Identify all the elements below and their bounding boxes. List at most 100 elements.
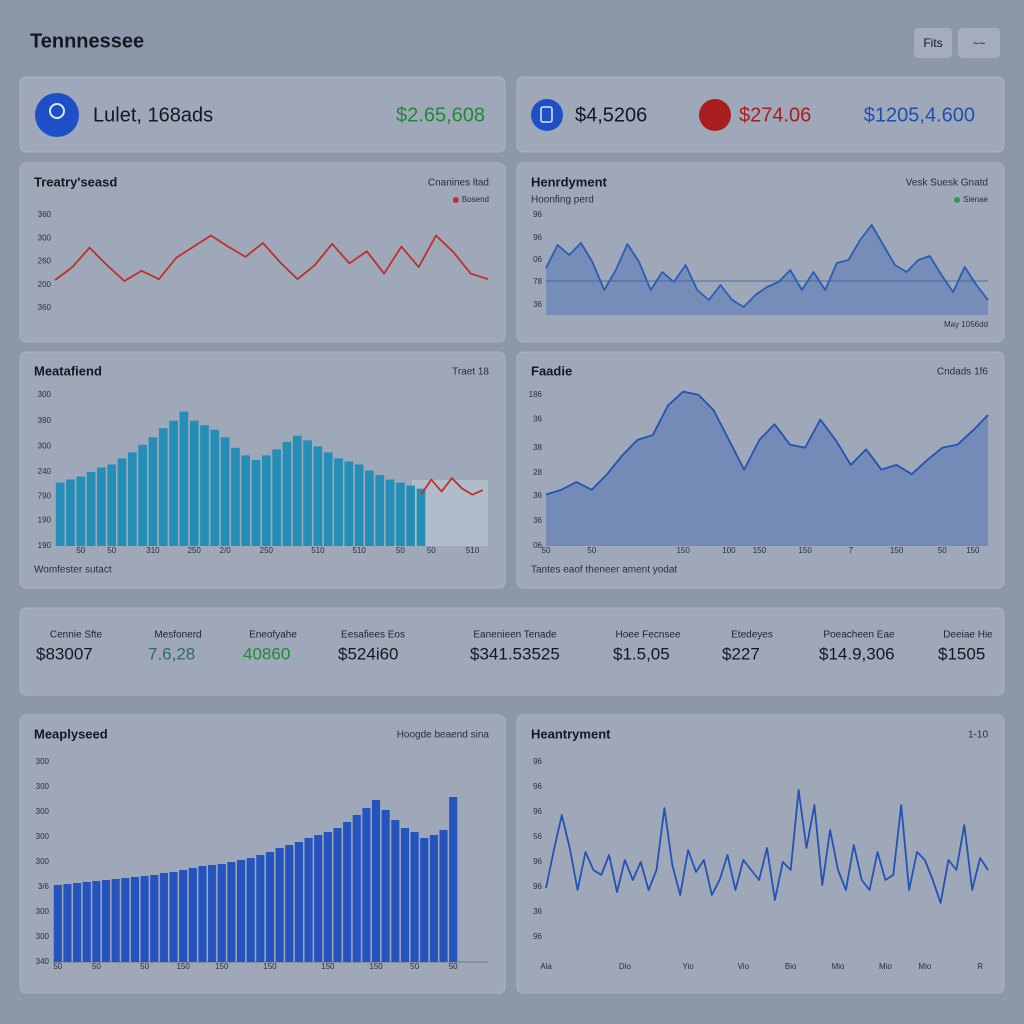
bar [381, 810, 390, 962]
bar [97, 467, 106, 546]
y-tick-label: 300 [36, 757, 50, 766]
x-tick-label: 510 [466, 546, 480, 555]
stat-label: Hoee Fecnsee [615, 630, 680, 641]
bar [304, 838, 313, 962]
y-tick-label: 340 [36, 957, 50, 966]
chart-title: Faadie [531, 363, 572, 378]
bar [334, 458, 343, 546]
y-tick-label: 790 [38, 491, 52, 500]
kpi-icon [531, 99, 563, 131]
chart-label: Hoogde beaend sina [397, 730, 490, 741]
bar [200, 425, 209, 546]
x-tick-label: R [977, 962, 983, 971]
bar [121, 878, 130, 962]
x-tick-label: Yio [682, 962, 694, 971]
bar [189, 420, 199, 546]
chart-label: 1-10 [968, 730, 988, 741]
chart-note: Tantes eaof theneer ament yodat [531, 565, 677, 576]
bar [410, 832, 419, 962]
y-tick-label: 186 [529, 390, 543, 399]
chart-note: Womfester sutact [34, 565, 112, 576]
bar [272, 449, 281, 546]
bar [198, 866, 207, 962]
stat-label: Poeacheen Eae [823, 630, 895, 641]
y-tick-label: 300 [38, 390, 52, 399]
bar [292, 435, 302, 546]
stat-label: Eanenieen Tenade [473, 630, 557, 641]
y-tick-label: 96 [533, 807, 542, 816]
button-label[interactable]: Fits [923, 36, 942, 50]
stat-value: 7.6,28 [148, 644, 195, 663]
kpi-card [516, 76, 1005, 153]
kpi-value: $2.65,608 [396, 104, 485, 126]
y-tick-label: 36 [533, 300, 542, 309]
y-tick-label: 300 [36, 932, 50, 941]
stat-value: $524i60 [338, 644, 399, 663]
y-tick-label: 190 [38, 515, 52, 524]
chart-subtitle: Hoonfing perd [531, 195, 594, 206]
x-tick-label: 150 [753, 546, 767, 555]
bar [262, 455, 271, 546]
y-tick-label: 300 [36, 782, 50, 791]
bar [241, 455, 251, 546]
y-tick-label: 96 [533, 210, 542, 219]
button[interactable] [914, 28, 952, 58]
chart-label: Cndads 1f6 [937, 367, 989, 378]
stat-value: $83007 [36, 644, 93, 663]
stat-label: Eneofyahe [249, 630, 297, 641]
chart-note: May 1056dd [944, 320, 988, 329]
area [546, 391, 988, 546]
line [545, 789, 989, 904]
bar [343, 822, 352, 962]
bar [73, 883, 82, 962]
x-tick-label: 50 [76, 546, 85, 555]
bar [101, 880, 111, 962]
bar [371, 800, 381, 962]
bar [429, 835, 438, 962]
x-tick-label: 150 [369, 962, 383, 971]
bar [158, 428, 168, 546]
x-tick-label: 50 [140, 962, 149, 971]
y-tick-label: 260 [38, 257, 52, 266]
bar [385, 479, 395, 546]
button-label[interactable]: ~~ [973, 38, 986, 50]
bar [246, 858, 255, 962]
bar [314, 835, 323, 962]
bar [76, 476, 86, 546]
y-tick-label: 390 [38, 416, 52, 425]
y-tick-label: 56 [533, 832, 542, 841]
bar [55, 482, 65, 546]
bar [416, 488, 426, 546]
bar [66, 479, 75, 546]
chart-title: Henrdyment [531, 174, 608, 189]
x-tick-label: 150 [890, 546, 904, 555]
bar [150, 875, 159, 962]
chart-card [516, 162, 1005, 343]
bar [275, 848, 284, 962]
x-tick-label: Mio [918, 962, 931, 971]
button[interactable] [958, 28, 1000, 58]
bar [303, 440, 312, 546]
page-title: Tennnessee [30, 30, 144, 52]
bar [365, 470, 374, 546]
x-tick-label: 150 [798, 546, 812, 555]
x-tick-label: Dio [619, 962, 632, 971]
legend-label: Bosend [462, 195, 489, 204]
y-tick-label: 36 [533, 491, 542, 500]
legend-marker [954, 197, 961, 203]
bar [107, 464, 117, 546]
bar [439, 830, 448, 962]
bar [220, 437, 230, 546]
chart-label: Cnanines ltad [428, 178, 489, 189]
area [546, 225, 988, 315]
y-tick-label: 300 [36, 907, 50, 916]
x-tick-label: 150 [215, 962, 229, 971]
y-tick-label: 190 [38, 541, 52, 550]
bar [323, 452, 333, 546]
bar [159, 873, 168, 962]
y-tick-label: 300 [36, 807, 50, 816]
x-tick-label: 50 [410, 962, 419, 971]
stat-value: $341.53525 [470, 644, 560, 663]
bar [282, 441, 292, 546]
